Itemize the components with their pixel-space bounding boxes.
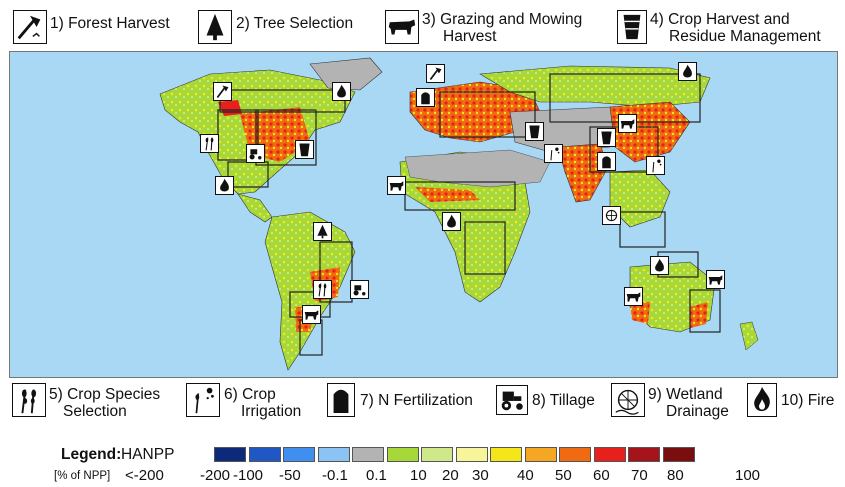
fertilizer-silo-icon: [597, 152, 616, 171]
color-swatch: [214, 447, 246, 462]
bucket-icon: [525, 122, 544, 141]
irrigation-icon: [544, 144, 563, 163]
region-box-central-africa: [464, 221, 506, 275]
legend-wetland-line2: Drainage: [666, 403, 729, 420]
color-tick-label: -0.1: [322, 467, 348, 484]
fire-icon: [442, 212, 461, 231]
legend-crop-irrigation-line2: Irrigation: [241, 403, 302, 420]
tractor-icon: [496, 385, 528, 415]
region-box-australia-se: [689, 289, 721, 333]
fire-icon: [678, 62, 697, 81]
legend-grazing-line2: Harvest: [443, 28, 497, 45]
legend-crop-species-line2: Selection: [63, 403, 127, 420]
color-tick-label: -200: [200, 467, 231, 484]
color-tick-label: 100: [735, 467, 761, 484]
cow-icon: [706, 270, 725, 289]
tree-icon: [198, 10, 232, 44]
fertilizer-silo-icon: [327, 383, 355, 417]
legend-wetland-line1: 9) Wetland: [648, 386, 723, 403]
cow-icon: [387, 176, 406, 195]
legend-crop-irrigation-line1: 6) Crop: [224, 386, 276, 403]
color-tick-label: -50: [279, 467, 301, 484]
fire-icon: [215, 176, 234, 195]
tractor-icon: [246, 144, 265, 163]
legend-unit: [% of NPP]: [54, 470, 111, 482]
tractor-icon: [350, 280, 369, 299]
bucket-icon: [295, 140, 314, 159]
color-swatch: [593, 447, 626, 462]
color-swatch: [386, 447, 419, 462]
drainage-icon: [602, 206, 621, 225]
legend-forest-harvest: 1) Forest Harvest: [50, 15, 170, 32]
irrigation-icon: [186, 383, 220, 417]
wheat-icon: [12, 383, 46, 417]
central-america: [237, 193, 273, 223]
color-swatch: [421, 447, 453, 462]
color-tick-label: 60: [593, 467, 610, 484]
color-tick-label: 80: [667, 467, 684, 484]
fertilizer-silo-icon: [416, 88, 435, 107]
new-zealand: [739, 321, 759, 351]
legend-variable: HANPP: [121, 446, 175, 463]
north-asia: [479, 65, 711, 108]
color-swatch: [490, 447, 522, 462]
color-tick-label: 10: [410, 467, 427, 484]
region-box-europe: [439, 91, 536, 138]
color-swatch: [628, 447, 660, 462]
south-america: [264, 211, 356, 371]
fire-icon: [650, 256, 669, 275]
color-swatch: [248, 447, 281, 462]
tree-icon: [313, 222, 332, 241]
color-swatch: [317, 447, 350, 462]
color-tick-label: 70: [631, 467, 648, 484]
bucket-icon: [617, 10, 647, 44]
drainage-icon: [611, 383, 645, 417]
irrigation-icon: [646, 156, 665, 175]
color-tick-label: 30: [472, 467, 489, 484]
region-box-na-boreal: [219, 89, 346, 113]
legend-crop-species-line1: 5) Crop Species: [49, 386, 161, 403]
axe-icon: [213, 82, 232, 101]
legend-grazing-line1: 3) Grazing and Mowing: [422, 11, 583, 28]
axe-icon: [426, 64, 445, 83]
color-tick-label: 40: [517, 467, 534, 484]
region-box-sahel: [404, 181, 516, 211]
legend-crop-harvest-line2: Residue Management: [669, 28, 821, 45]
color-swatch: [283, 447, 315, 462]
color-tick-label: 50: [555, 467, 572, 484]
cow-icon: [302, 305, 321, 324]
region-box-amazon: [319, 241, 353, 303]
cow-icon: [624, 287, 643, 306]
color-swatch: [559, 447, 591, 462]
color-tick-label: 0.1: [366, 467, 387, 484]
fire-icon: [332, 82, 351, 101]
color-tick-label: 20: [442, 467, 459, 484]
wheat-icon: [313, 280, 332, 299]
wheat-icon: [200, 134, 219, 153]
cow-icon: [385, 10, 419, 44]
bucket-icon: [597, 128, 616, 147]
world-hanpp-map: [9, 51, 838, 378]
color-swatch: [662, 447, 695, 462]
legend-tillage: 8) Tillage: [532, 392, 595, 409]
legend-n-fertilization: 7) N Fertilization: [360, 392, 473, 409]
legend-title: Legend:: [61, 446, 122, 463]
region-box-se-asia: [619, 211, 666, 248]
fire-icon: [747, 383, 777, 417]
color-swatch: [455, 447, 488, 462]
region-box-na-east: [255, 109, 317, 166]
legend-tree-selection: 2) Tree Selection: [236, 15, 354, 32]
cow-icon: [618, 114, 637, 133]
greenland: [309, 57, 383, 91]
color-tick-label: <-200: [125, 467, 164, 484]
color-swatch: [352, 447, 384, 462]
color-swatch: [524, 447, 557, 462]
legend-fire: 10) Fire: [781, 392, 835, 409]
color-tick-label: -100: [233, 467, 264, 484]
legend-crop-harvest-line1: 4) Crop Harvest and: [650, 11, 790, 28]
axe-icon: [13, 10, 47, 44]
